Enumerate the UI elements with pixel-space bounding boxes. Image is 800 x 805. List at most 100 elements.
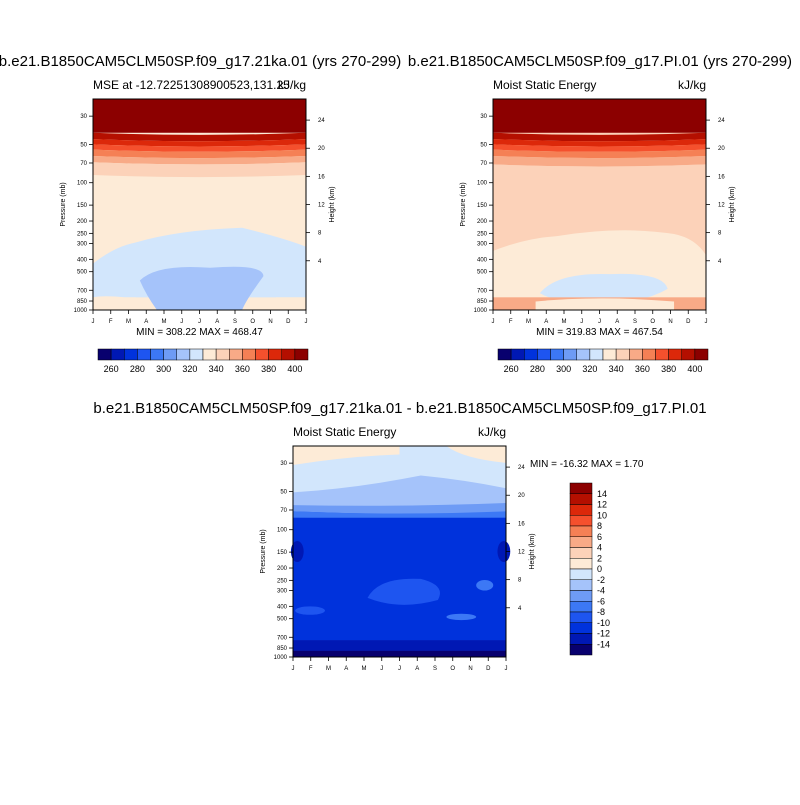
y2-axis-label: Height (km) — [729, 186, 736, 222]
colorbar-cell — [537, 348, 551, 361]
y-tick-label: 250 — [77, 231, 88, 237]
colorbar-cell — [497, 348, 512, 361]
contour-band — [293, 475, 506, 508]
colorbar-cell — [550, 348, 564, 361]
colorbar-label: 260 — [104, 364, 119, 374]
colorbar-cell — [281, 348, 296, 361]
x-tick-label: J — [292, 666, 295, 672]
x-tick-label: A — [144, 319, 148, 325]
colorbar-label: 320 — [582, 364, 597, 374]
colorbar-label: -12 — [597, 629, 610, 639]
y2-tick-label: 4 — [318, 259, 322, 265]
contour-band — [497, 540, 511, 563]
x-tick-label: M — [326, 666, 331, 672]
y2-tick-label: 4 — [518, 606, 522, 612]
y2-tick-label: 20 — [518, 493, 525, 499]
colorbar-cell — [524, 348, 538, 361]
y-tick-label: 150 — [477, 203, 488, 209]
colorbar-cell — [569, 515, 593, 527]
contour-band — [535, 298, 675, 310]
colorbar-label: 360 — [235, 364, 250, 374]
chart-units-label: kJ/kg — [678, 78, 706, 92]
colorbar-cell — [602, 348, 617, 361]
y-tick-label: 300 — [277, 588, 288, 594]
y-tick-label: 1000 — [474, 308, 488, 314]
colorbar-cell — [569, 504, 593, 516]
colorbar-label: 260 — [504, 364, 519, 374]
y-tick-label: 200 — [477, 219, 488, 225]
colorbar-cell — [655, 348, 669, 361]
colorbar-cell — [569, 493, 593, 505]
colorbar-label: 400 — [687, 364, 702, 374]
colorbar-label: 300 — [556, 364, 571, 374]
contour-band — [295, 606, 325, 615]
colorbar-cell — [569, 601, 593, 613]
x-tick-label: O — [250, 319, 255, 325]
colorbar-label: 340 — [209, 364, 224, 374]
colorbar-cell — [569, 590, 593, 602]
y-tick-label: 70 — [480, 161, 487, 167]
y-tick-label: 400 — [477, 257, 488, 263]
y-tick-label: 250 — [277, 578, 288, 584]
x-tick-label: S — [233, 319, 237, 325]
y-tick-label: 200 — [77, 219, 88, 225]
colorbar-cell — [163, 348, 177, 361]
x-tick-label: J — [492, 319, 495, 325]
y-tick-label: 50 — [280, 489, 287, 495]
x-tick-label: D — [486, 666, 491, 672]
colorbar-label: -8 — [597, 607, 605, 617]
x-tick-label: F — [509, 319, 513, 325]
contour-band — [93, 144, 306, 152]
x-tick-label: A — [215, 319, 219, 325]
colorbar-cell — [694, 348, 709, 361]
colorbar-label: 0 — [597, 564, 602, 574]
colorbar-label: 12 — [597, 500, 607, 510]
colorbar-label: 2 — [597, 553, 602, 563]
contour-band — [493, 164, 706, 178]
y-tick-label: 850 — [477, 299, 488, 305]
panel-1: b.e21.B1850CAM5CLM50SP.f09_g17.21ka.01 (… — [0, 53, 401, 374]
y-tick-label: 150 — [277, 550, 288, 556]
x-tick-label: J — [92, 319, 95, 325]
contour-band — [476, 579, 494, 591]
contour-band — [293, 640, 506, 651]
contour-band — [293, 517, 506, 641]
contour-band — [539, 273, 668, 304]
colorbar-cell — [569, 568, 593, 580]
y2-axis-label: Height (km) — [529, 533, 536, 569]
x-tick-label: N — [668, 319, 672, 325]
y-tick-label: 50 — [480, 142, 487, 148]
colorbar-cell — [189, 348, 204, 361]
contour-band — [493, 99, 706, 133]
contour-band — [93, 297, 136, 310]
x-tick-label: A — [415, 666, 419, 672]
contour-band — [493, 139, 706, 147]
colorbar-cell — [176, 348, 191, 361]
colorbar-cell — [642, 348, 656, 361]
colorbar-cell — [124, 348, 138, 361]
colorbar-label: 300 — [156, 364, 171, 374]
colorbar-cell — [569, 611, 593, 623]
x-tick-label: N — [468, 666, 472, 672]
y-tick-label: 400 — [77, 257, 88, 263]
y2-tick-label: 24 — [318, 118, 325, 124]
contour-band — [93, 149, 306, 159]
y-tick-label: 300 — [77, 241, 88, 247]
x-tick-label: S — [433, 666, 437, 672]
y-tick-label: 850 — [77, 299, 88, 305]
x-tick-label: M — [162, 319, 167, 325]
y-tick-label: 70 — [280, 508, 287, 514]
colorbar-label: 320 — [182, 364, 197, 374]
x-tick-label: J — [380, 666, 383, 672]
colorbar-cell — [563, 348, 577, 361]
colorbar-cell — [576, 348, 591, 361]
colorbar-label: 380 — [261, 364, 276, 374]
x-tick-label: J — [705, 319, 708, 325]
x-tick-label: M — [126, 319, 131, 325]
contour-band — [493, 155, 706, 167]
colorbar-cell — [242, 348, 256, 361]
panel-2: b.e21.B1850CAM5CLM50SP.f09_g17.PI.01 (yr… — [408, 53, 792, 374]
x-tick-label: J — [580, 319, 583, 325]
